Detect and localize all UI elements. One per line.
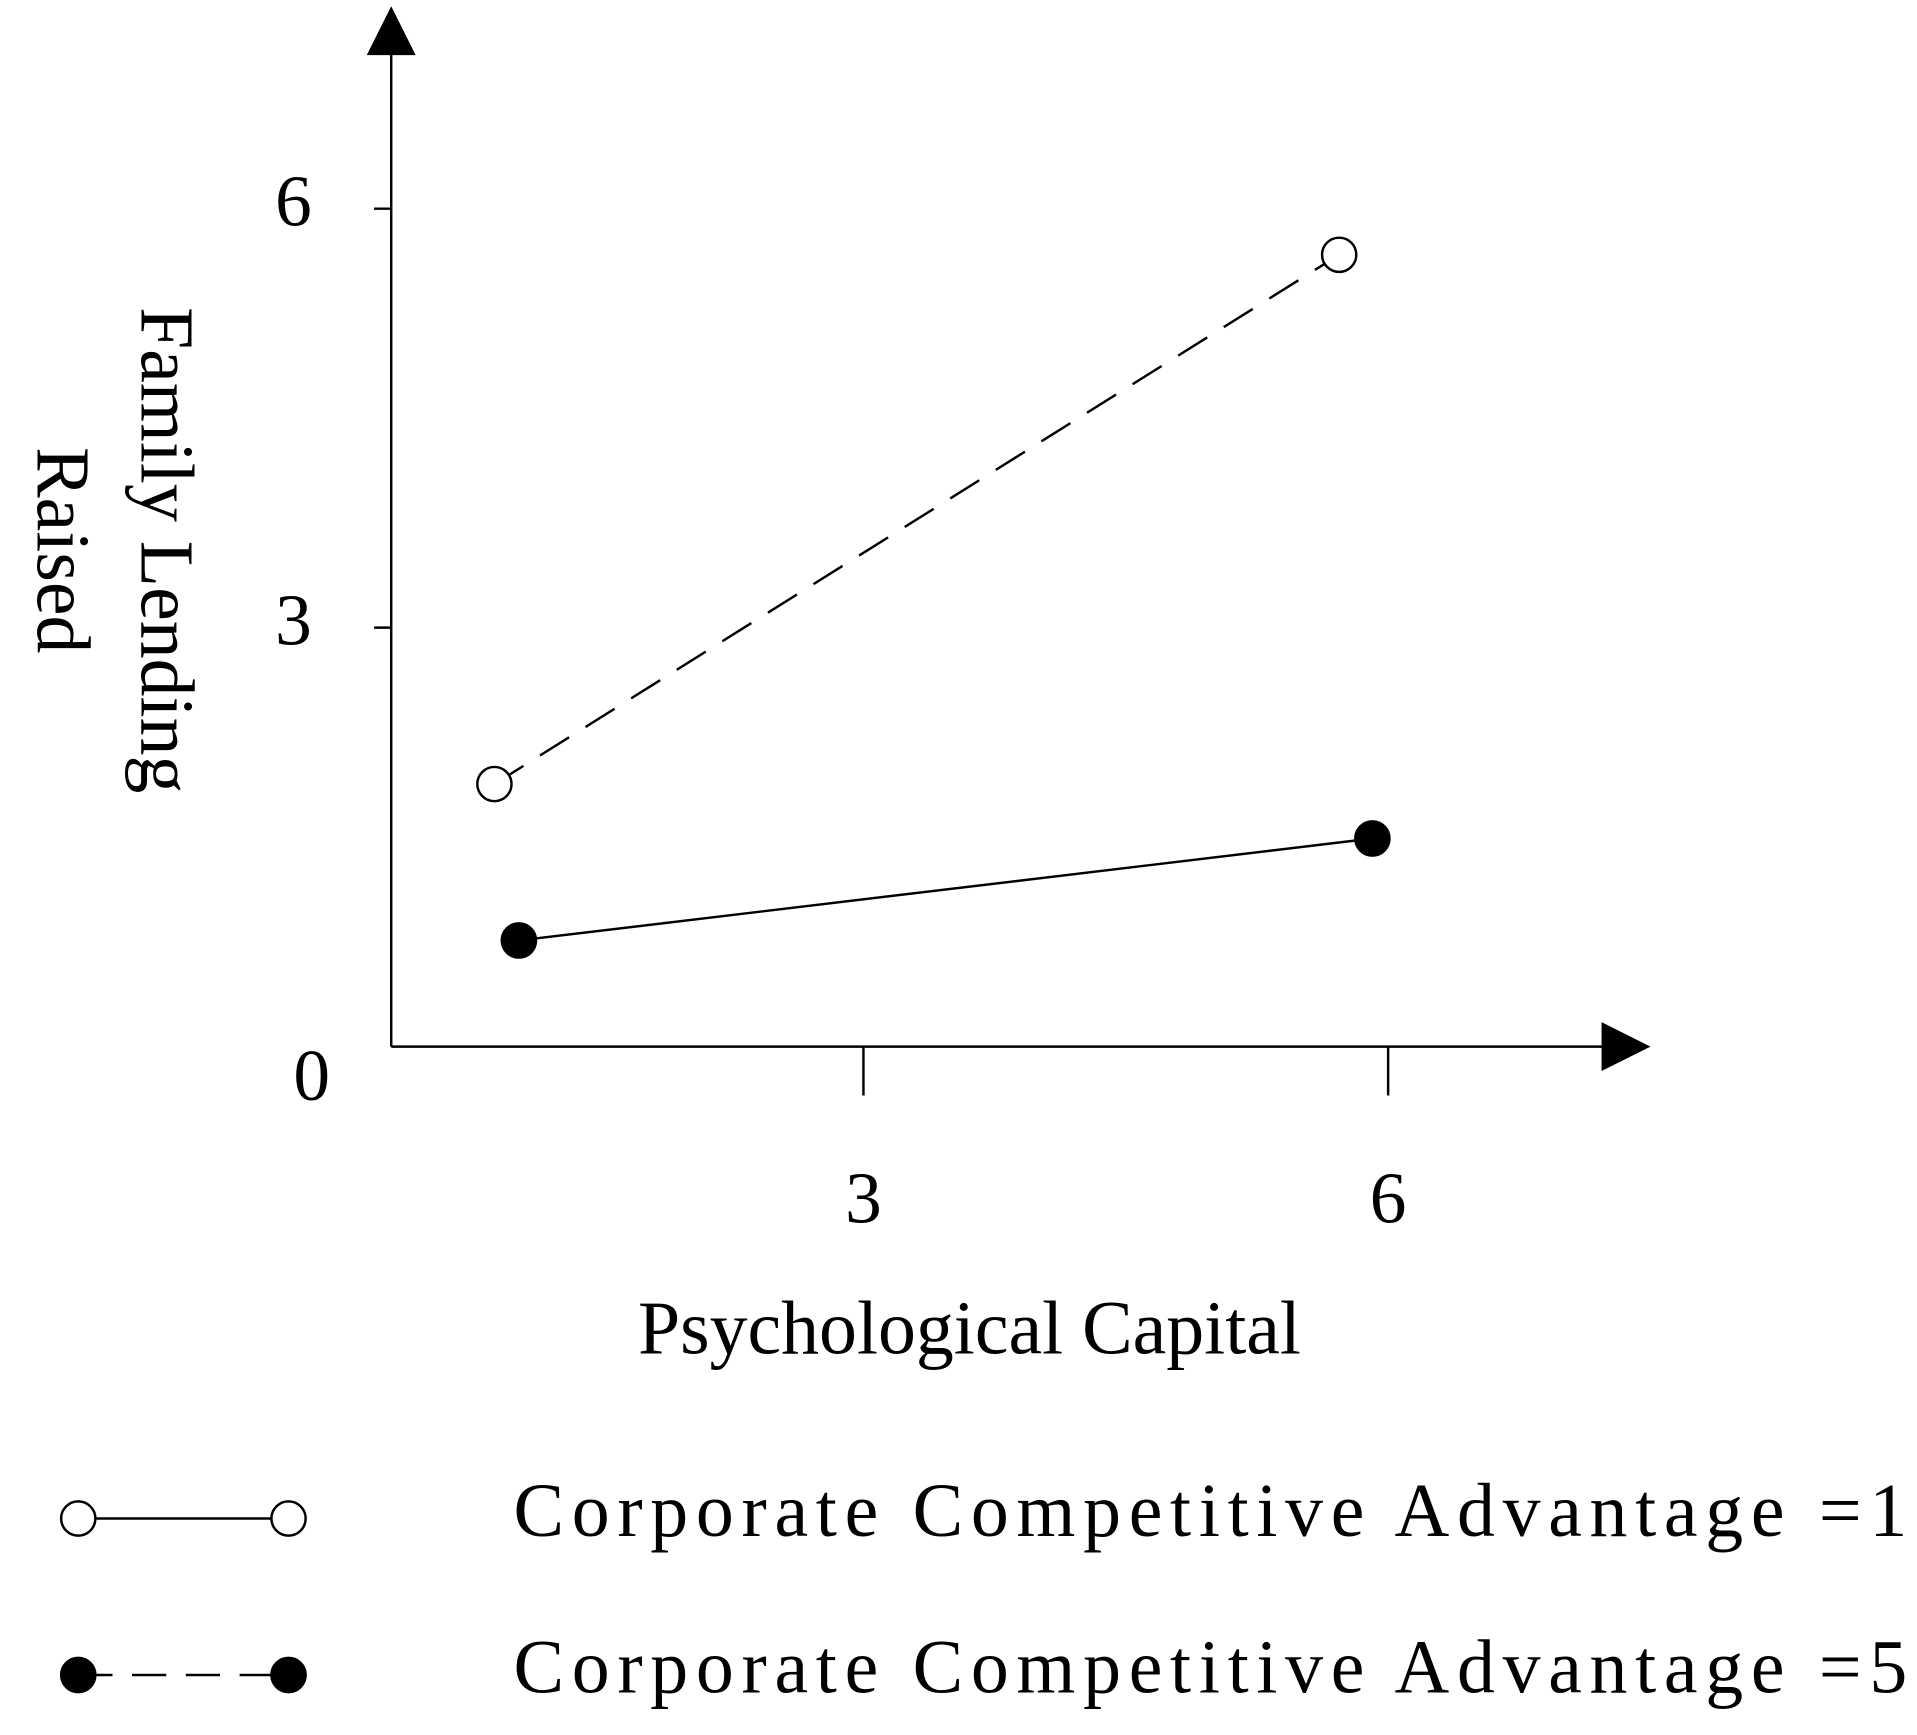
series-line xyxy=(493,253,1340,786)
data-point xyxy=(476,765,513,803)
legend-label: Corporate Competitive Advantage =5 xyxy=(513,1625,1907,1709)
legend-marker xyxy=(270,1500,307,1537)
y-axis-arrow xyxy=(366,6,416,56)
y-axis-title: Family Lending xyxy=(125,307,209,793)
legend-label: Corporate Competitive Advantage =1 xyxy=(513,1469,1907,1553)
x-tick-label: 3 xyxy=(845,1157,882,1238)
data-point xyxy=(1320,236,1358,274)
legend-marker xyxy=(59,1656,97,1694)
y-axis-title: Raised xyxy=(21,447,105,653)
y-tick-label: 6 xyxy=(275,161,312,242)
x-axis-arrow xyxy=(1601,1022,1651,1072)
data-point xyxy=(500,922,538,959)
x-axis-title: Psychological Capital xyxy=(638,1287,1301,1371)
y-tick-label: 0 xyxy=(293,1035,330,1116)
y-tick-label: 3 xyxy=(275,579,312,660)
x-tick-label: 6 xyxy=(1370,1157,1407,1238)
data-point xyxy=(1354,820,1391,857)
legend-marker xyxy=(59,1500,97,1537)
legend-marker xyxy=(270,1656,307,1694)
series-line xyxy=(518,837,1373,942)
